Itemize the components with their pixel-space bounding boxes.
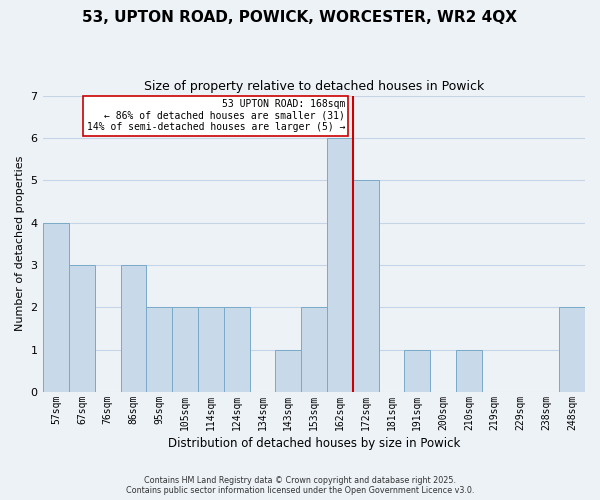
Bar: [43, 222, 69, 392]
Bar: [172, 308, 198, 392]
Text: Contains HM Land Registry data © Crown copyright and database right 2025.
Contai: Contains HM Land Registry data © Crown c…: [126, 476, 474, 495]
Bar: [146, 308, 172, 392]
Bar: [224, 308, 250, 392]
Bar: [559, 308, 585, 392]
Bar: [121, 265, 146, 392]
Bar: [404, 350, 430, 392]
Y-axis label: Number of detached properties: Number of detached properties: [15, 156, 25, 332]
Text: 53, UPTON ROAD, POWICK, WORCESTER, WR2 4QX: 53, UPTON ROAD, POWICK, WORCESTER, WR2 4…: [83, 10, 517, 25]
Bar: [69, 265, 95, 392]
Bar: [353, 180, 379, 392]
Bar: [301, 308, 327, 392]
Bar: [275, 350, 301, 392]
Bar: [198, 308, 224, 392]
Bar: [456, 350, 482, 392]
Bar: [327, 138, 353, 392]
X-axis label: Distribution of detached houses by size in Powick: Distribution of detached houses by size …: [168, 437, 460, 450]
Text: 53 UPTON ROAD: 168sqm
← 86% of detached houses are smaller (31)
14% of semi-deta: 53 UPTON ROAD: 168sqm ← 86% of detached …: [86, 99, 345, 132]
Title: Size of property relative to detached houses in Powick: Size of property relative to detached ho…: [144, 80, 484, 93]
